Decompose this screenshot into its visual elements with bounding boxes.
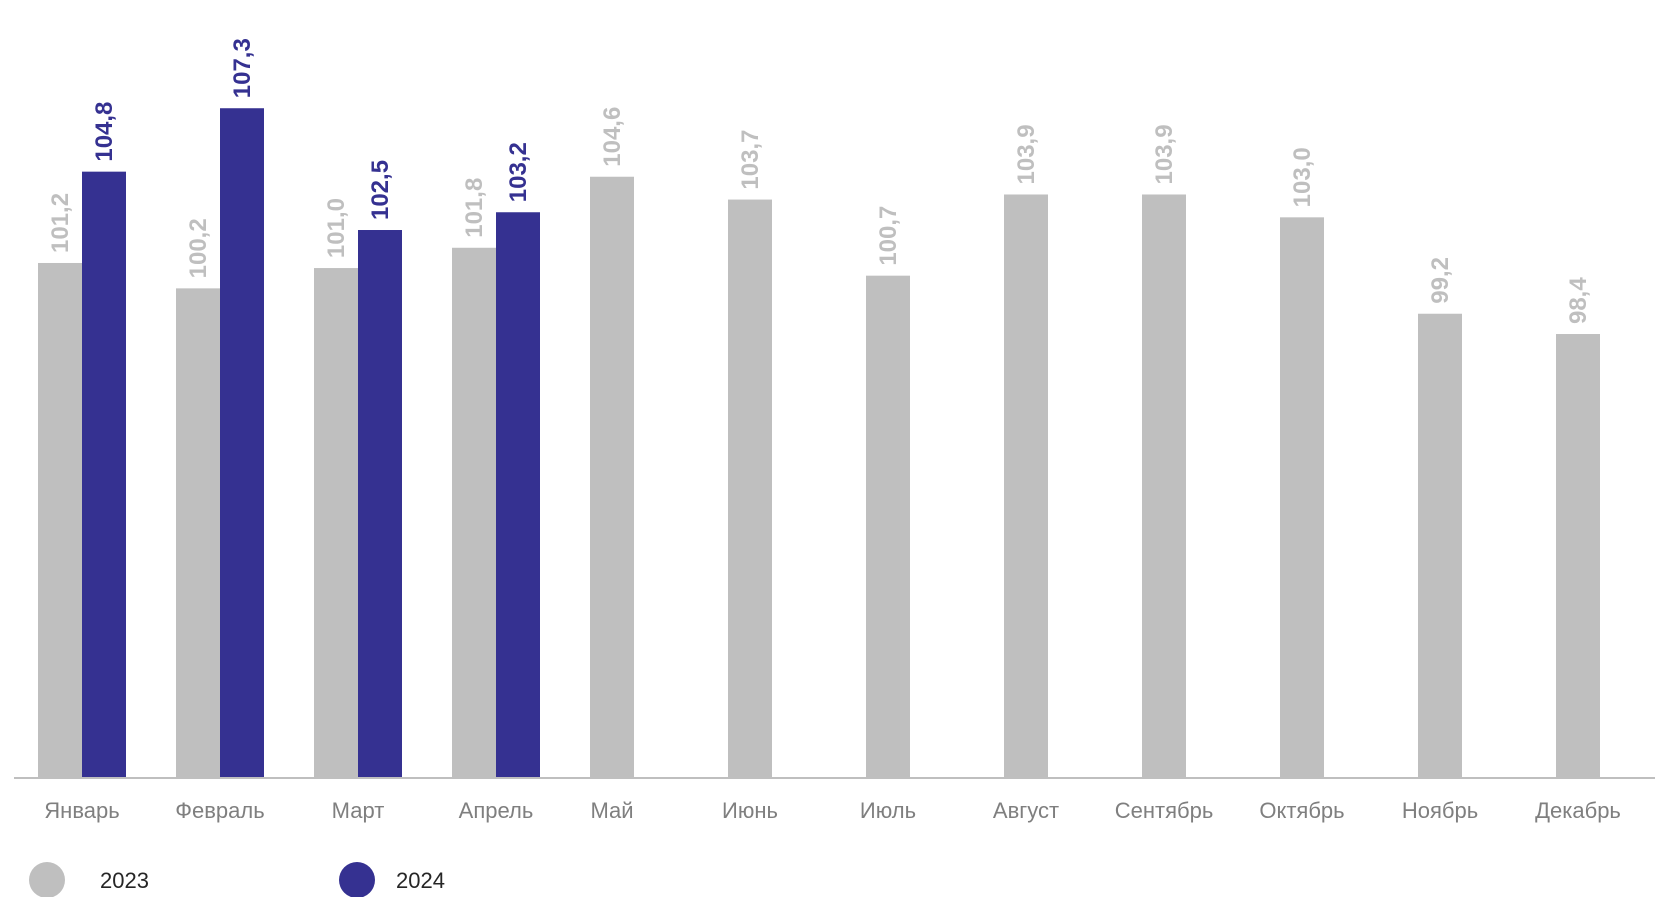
value-label-2023-10: 99,2 <box>1427 257 1454 304</box>
category-label-1: Февраль <box>175 798 264 823</box>
value-label-2023-8: 103,9 <box>1151 124 1178 184</box>
legend-marker-2024 <box>339 862 375 897</box>
bar-2024-2 <box>358 230 402 778</box>
bar-2023-5 <box>728 199 772 779</box>
bar-2023-8 <box>1142 194 1186 779</box>
bar-2023-10 <box>1418 313 1462 778</box>
value-label-2023-7: 103,9 <box>1013 124 1040 184</box>
value-label-2024-2: 102,5 <box>367 160 394 220</box>
category-label-10: Ноябрь <box>1402 798 1478 823</box>
value-label-2023-2: 101,0 <box>323 198 350 258</box>
category-label-11: Декабрь <box>1535 798 1621 823</box>
bar-2023-0 <box>38 262 82 778</box>
value-label-2023-3: 101,8 <box>461 178 488 238</box>
bar-2024-3 <box>496 212 540 778</box>
bar-2023-7 <box>1004 194 1048 779</box>
category-label-6: Июль <box>860 798 916 823</box>
bar-2023-9 <box>1280 217 1324 778</box>
legend-label-2024: 2024 <box>396 868 445 893</box>
bar-2023-11 <box>1556 334 1600 778</box>
category-label-8: Сентябрь <box>1115 798 1214 823</box>
value-label-2024-0: 104,8 <box>91 102 118 162</box>
bar-2024-0 <box>82 171 126 779</box>
category-label-4: Май <box>590 798 633 823</box>
value-label-2023-4: 104,6 <box>599 107 626 167</box>
bar-2023-1 <box>176 288 220 778</box>
bar-2024-1 <box>220 108 264 779</box>
value-label-2023-0: 101,2 <box>47 193 74 253</box>
category-label-5: Июнь <box>722 798 778 823</box>
value-label-2023-11: 98,4 <box>1565 277 1592 324</box>
value-label-2024-1: 107,3 <box>229 38 256 98</box>
bar-2023-6 <box>866 275 910 778</box>
bars-group <box>38 108 1600 779</box>
value-label-2024-3: 103,2 <box>505 142 532 202</box>
value-label-2023-6: 100,7 <box>875 206 902 266</box>
bar-2023-3 <box>452 247 496 779</box>
category-label-2: Март <box>332 798 385 823</box>
value-labels-group: 101,2 104,8 100,2 107,3 101,0 102,5 101,8 103,2… <box>47 38 1592 324</box>
value-label-2023-9: 103,0 <box>1289 147 1316 207</box>
bar-2023-2 <box>314 268 358 778</box>
legend-marker-2023 <box>29 862 65 897</box>
category-label-9: Октябрь <box>1259 798 1344 823</box>
category-label-3: Апрель <box>459 798 534 823</box>
category-label-0: Январь <box>44 798 119 823</box>
legend-label-2023: 2023 <box>100 868 149 893</box>
legend: 2023 2024 <box>29 862 445 897</box>
value-label-2023-1: 100,2 <box>185 218 212 278</box>
category-label-7: Август <box>993 798 1059 823</box>
category-labels-group: Январь Февраль Март Апрель Май Июнь Июль Август… <box>44 798 1621 823</box>
value-label-2023-5: 103,7 <box>737 130 764 190</box>
bar-2023-4 <box>590 176 634 778</box>
